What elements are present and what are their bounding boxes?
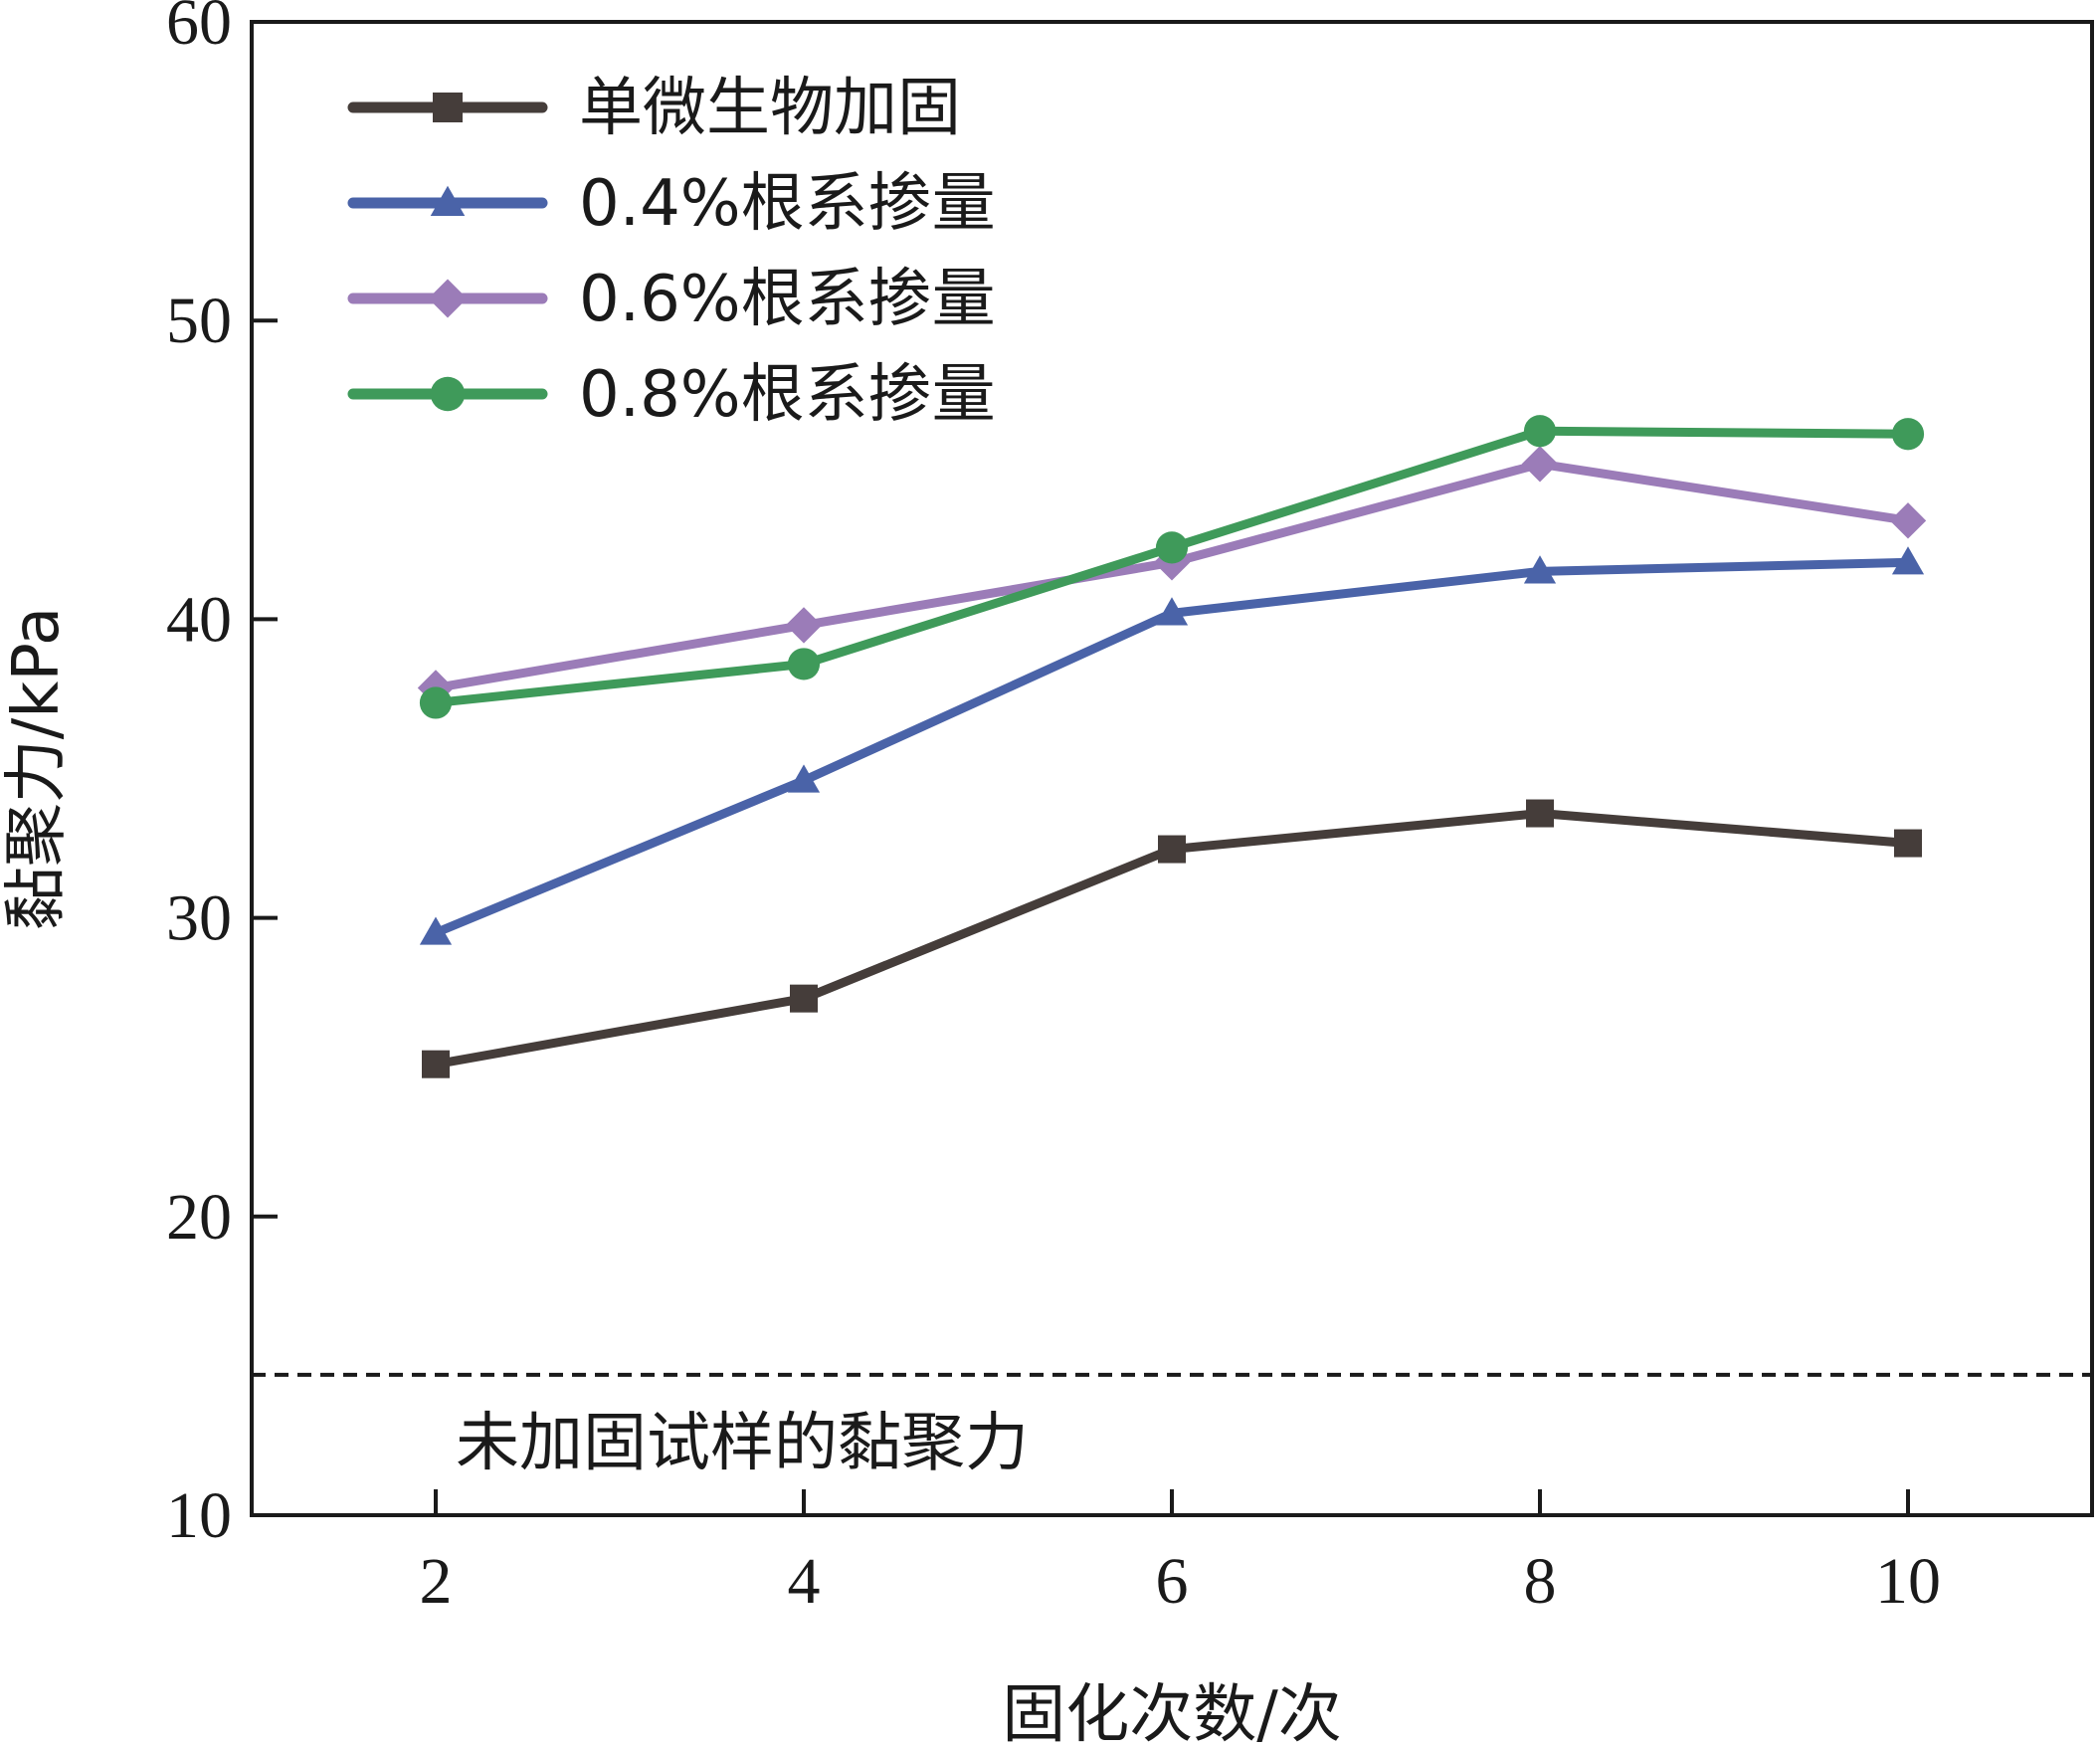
legend-marker (428, 279, 468, 318)
data-point (422, 1050, 450, 1078)
data-point (1891, 546, 1925, 575)
x-tick-label: 6 (1156, 1545, 1189, 1618)
data-point (787, 648, 821, 680)
legend-item: 0.6%根系掺量 (347, 263, 996, 336)
series-layer (417, 415, 1927, 1078)
y-tick-label: 50 (166, 285, 232, 357)
data-point (790, 984, 818, 1013)
y-tick-label: 30 (166, 882, 232, 955)
series-2 (419, 546, 1925, 945)
y-tick-label: 20 (166, 1181, 232, 1254)
data-point (785, 607, 823, 644)
data-point (1155, 531, 1189, 564)
x-tick-label: 2 (420, 1545, 453, 1618)
series-3 (417, 446, 1927, 706)
data-point (1894, 829, 1922, 858)
data-point (1158, 835, 1186, 864)
legend-marker (430, 185, 466, 216)
y-tick-label: 40 (166, 583, 232, 656)
legend-label: 0.4%根系掺量 (579, 167, 996, 241)
legend-label: 0.6%根系掺量 (579, 263, 996, 336)
legend: 单微生物加固 0.4%根系掺量 0.6%根系掺量 0.8%根系掺量 (347, 72, 996, 432)
legend-label: 单微生物加固 (579, 72, 961, 145)
plot-frame (250, 20, 2094, 1517)
legend-item: 0.4%根系掺量 (347, 167, 996, 241)
data-point (1523, 415, 1557, 448)
data-point (1889, 502, 1927, 539)
data-point (419, 916, 453, 945)
legend-label: 0.8%根系掺量 (579, 358, 996, 432)
x-tick-label: 8 (1524, 1545, 1557, 1618)
data-point (787, 764, 821, 793)
data-point (1521, 446, 1559, 483)
y-axis: 10 20 30 40 50 60 (166, 0, 278, 1552)
y-tick-label: 10 (166, 1479, 232, 1552)
data-point (1155, 597, 1189, 626)
x-tick-label: 10 (1875, 1545, 1941, 1618)
series-1 (422, 799, 1922, 1078)
series-4 (419, 415, 1925, 719)
legend-marker (433, 93, 463, 122)
x-axis-title: 固化次数/次 (1002, 1678, 1342, 1748)
data-point (419, 686, 453, 719)
legend-marker (430, 376, 466, 412)
data-point (1526, 799, 1554, 828)
data-point (1523, 555, 1557, 584)
legend-item: 单微生物加固 (347, 72, 961, 145)
reference-line-label: 未加固试样的黏聚力 (456, 1407, 1029, 1480)
y-axis-title: 黏聚力/kPa (0, 607, 74, 931)
data-point (1891, 418, 1925, 451)
legend-item: 0.8%根系掺量 (347, 358, 996, 432)
x-axis: 2 4 6 8 10 (420, 1489, 1941, 1618)
y-tick-label: 60 (166, 0, 232, 59)
x-tick-label: 4 (788, 1545, 821, 1618)
